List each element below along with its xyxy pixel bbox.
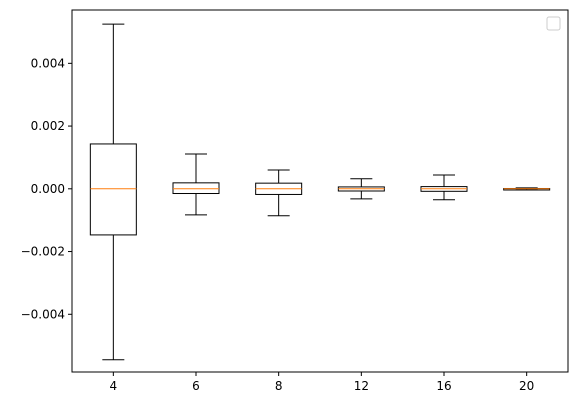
- y-tick-label: −0.004: [21, 307, 65, 321]
- x-tick-label: 8: [275, 379, 283, 393]
- box-group-16: [420, 174, 468, 201]
- y-tick-label: 0.004: [31, 56, 65, 70]
- box-group-6: [172, 153, 220, 216]
- legend-box: [546, 16, 561, 31]
- y-tick-label: 0.002: [31, 119, 65, 133]
- x-axis: 4 6 8 12 16 20: [110, 372, 534, 393]
- box-group-20: [503, 187, 551, 191]
- x-tick-label: 12: [354, 379, 369, 393]
- x-tick-label: 4: [110, 379, 118, 393]
- y-tick-label: 0.000: [31, 182, 65, 196]
- box-iqr: [89, 143, 137, 236]
- x-tick-label: 20: [519, 379, 534, 393]
- box-iqr: [172, 182, 220, 195]
- plot-marks: [89, 23, 551, 361]
- y-tick-label: −0.002: [21, 245, 65, 259]
- box-group-12: [337, 178, 385, 200]
- x-tick-label: 6: [192, 379, 200, 393]
- box-group-8: [255, 169, 303, 217]
- x-tick-label: 16: [436, 379, 451, 393]
- y-axis: −0.004 −0.002 0.000 0.002 0.004: [21, 56, 72, 321]
- box-group-4: [89, 23, 137, 361]
- plot-area-frame: [71, 9, 569, 373]
